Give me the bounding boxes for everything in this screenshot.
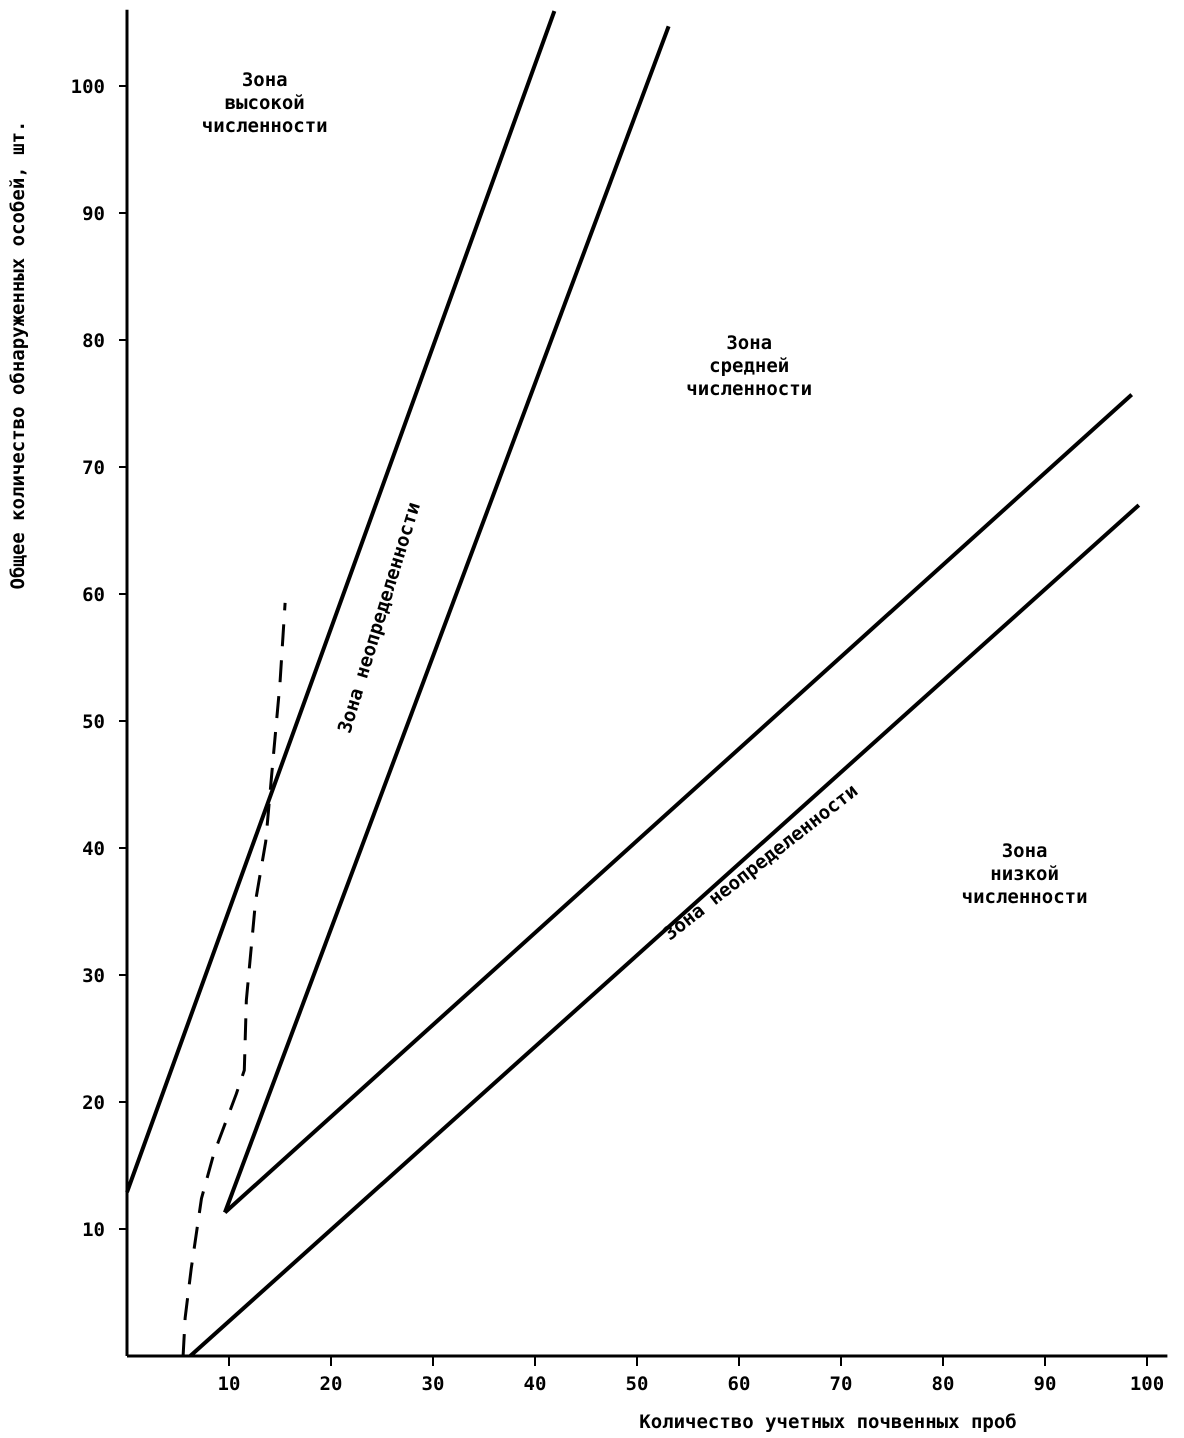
lower-boundary-high-line [223, 25, 671, 1214]
annotation-line: численности [686, 378, 812, 400]
x-tick-label: 80 [932, 1373, 955, 1395]
x-tick-label: 90 [1034, 1373, 1057, 1395]
annotation-line: высокой [225, 92, 305, 114]
annotation-line: Зона [242, 69, 288, 91]
y-tick-label: 10 [82, 1219, 105, 1241]
upper-boundary-low-line [223, 393, 1134, 1214]
annotation-line: Зона неопределенности [659, 780, 862, 945]
series-layer [125, 10, 1141, 1358]
annotation-line: низкой [990, 863, 1059, 885]
annotation-line: Зона [1002, 840, 1048, 862]
annotation-line: численности [962, 886, 1088, 908]
axes: 10 20 30 40 50 60 70 80 90 100 10 20 30 40 50 60 70 80 90 1… [71, 9, 1168, 1395]
x-tick-label: 100 [1130, 1373, 1164, 1395]
zone-annotation: Зона высокой численности [202, 69, 328, 137]
y-tick-label: 50 [82, 711, 105, 733]
y-tick-label: 20 [82, 1092, 105, 1114]
y-tick-label: 30 [82, 965, 105, 987]
zone-annotation: Зона низкой численности [962, 840, 1088, 908]
upper-boundary-high-line [125, 10, 557, 1193]
y-tick-label: 70 [82, 457, 105, 479]
y-tick-label: 60 [82, 584, 105, 606]
x-tick-label: 10 [218, 1373, 241, 1395]
x-tick-label: 40 [524, 1373, 547, 1395]
x-axis-label: Количество учетных почвенных проб [639, 1411, 1017, 1433]
zone-annotation: Зона неопределенности [659, 780, 862, 945]
y-tick-label: 80 [82, 330, 105, 352]
zone-annotation: Зона неопределенности [334, 500, 425, 736]
dashed-curve-line [181, 602, 287, 1357]
annotation-line: средней [709, 355, 789, 377]
zone-annotation: Зона средней численности [686, 332, 812, 400]
x-tick-label: 50 [626, 1373, 649, 1395]
y-tick-label: 100 [71, 76, 105, 98]
annotation-line: численности [202, 115, 328, 137]
y-axis-label: Общее количество обнаруженных особей, шт… [7, 121, 29, 590]
x-tick-label: 20 [320, 1373, 343, 1395]
y-tick-label: 90 [82, 203, 105, 225]
x-tick-label: 60 [728, 1373, 751, 1395]
annotation-line: Зона [726, 332, 772, 354]
lower-boundary-low-line [188, 503, 1141, 1358]
x-tick-label: 70 [830, 1373, 853, 1395]
y-tick-label: 40 [82, 838, 105, 860]
x-tick-label: 30 [422, 1373, 445, 1395]
annotation-line: Зона неопределенности [334, 500, 425, 736]
